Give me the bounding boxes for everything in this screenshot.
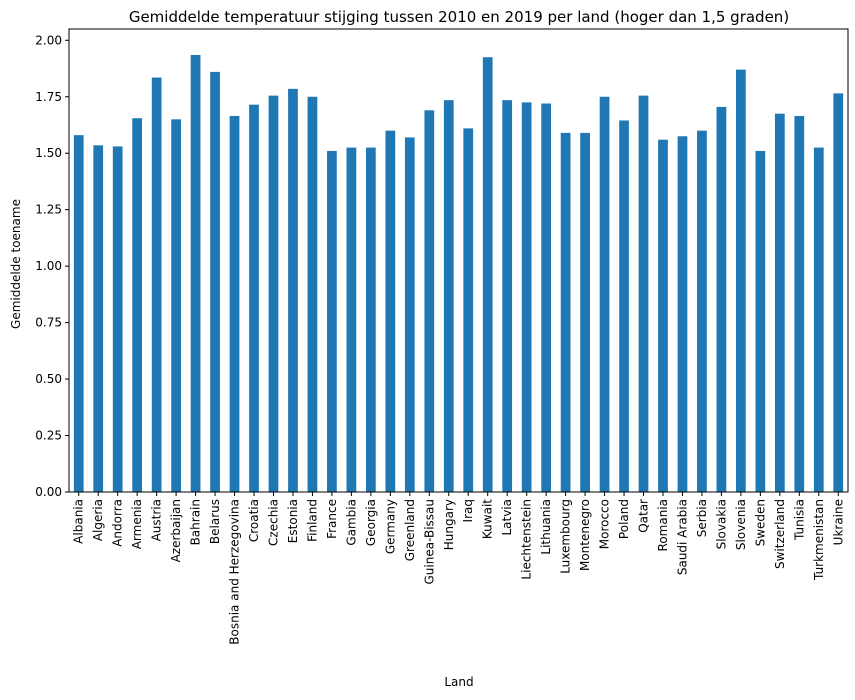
x-tick-label: Croatia <box>247 499 261 542</box>
plot-frame <box>68 28 849 493</box>
bar-estonia <box>288 88 298 492</box>
x-tick-label: Algeria <box>91 499 105 541</box>
x-tick-label: Serbia <box>695 499 709 537</box>
bar-romania <box>658 139 668 493</box>
x-tick-label: Sweden <box>753 499 767 546</box>
bar-saudi-arabia <box>677 136 688 492</box>
x-tick-label: Armenia <box>130 499 144 549</box>
x-tick-label: Slovenia <box>734 499 748 550</box>
x-tick-label: Albania <box>72 499 86 544</box>
y-tick-label: 0.75 <box>35 316 62 330</box>
x-tick-label: Greenland <box>403 499 417 561</box>
x-axis-label: Land <box>444 675 473 689</box>
bar-azerbaijan <box>171 119 181 492</box>
x-tick-label: Czechia <box>266 499 280 546</box>
bar-slovenia <box>736 69 746 492</box>
x-tick-label: Qatar <box>637 499 651 533</box>
bar-guinea-bissau <box>424 110 435 493</box>
bar-austria <box>151 77 162 492</box>
bar-qatar <box>638 95 649 492</box>
x-tick-label: Morocco <box>598 499 612 549</box>
bar-hungary <box>443 100 454 492</box>
x-tick-label: Saudi Arabia <box>675 499 689 575</box>
x-tick-label: Liechtenstein <box>520 499 534 580</box>
x-tick-label: Turkmenistan <box>812 499 826 581</box>
chart-title: Gemiddelde temperatuur stijging tussen 2… <box>129 8 789 26</box>
y-axis: 0.00 0.25 0.50 0.75 1.00 1.25 1.50 1.75 2.00 <box>35 28 849 499</box>
bar-albania <box>73 135 84 492</box>
bar-bosnia-and-herzegovina <box>229 115 240 492</box>
y-axis-label: Gemiddelde toename <box>9 199 23 329</box>
x-tick-label: Austria <box>150 499 164 541</box>
x-tick-label: Andorra <box>111 499 125 547</box>
x-tick-label: Finland <box>305 499 319 542</box>
y-tick-label: 2.00 <box>35 33 62 47</box>
x-tick-label: France <box>325 499 339 539</box>
bar-iraq <box>463 128 474 492</box>
bar-switzerland <box>774 113 785 492</box>
x-tick-label: Gambia <box>344 499 358 546</box>
x-tick-label: Bahrain <box>189 499 203 545</box>
x-tick-label: Hungary <box>442 499 456 550</box>
x-tick-label: Bosnia and Herzegovina <box>228 499 242 645</box>
bar-belarus <box>210 71 220 492</box>
bar-finland <box>307 96 318 492</box>
bar-croatia <box>249 104 259 492</box>
x-tick-label: Ukraine <box>831 499 845 545</box>
bar-turkmenistan <box>813 147 824 492</box>
bar-gambia <box>346 147 357 492</box>
x-tick-label: Latvia <box>500 499 514 536</box>
x-tick-label: Azerbaijan <box>169 499 183 562</box>
x-tick-label: Belarus <box>208 499 222 544</box>
x-tick-label: Romania <box>656 499 670 551</box>
y-tick-label: 1.00 <box>35 259 62 273</box>
bar-montenegro <box>580 132 590 492</box>
y-tick-label: 1.25 <box>35 203 62 217</box>
bar-tunisia <box>794 115 805 492</box>
y-tick-label: 0.50 <box>35 372 62 386</box>
x-tick-label: Georgia <box>364 499 378 546</box>
y-tick-label: 1.50 <box>35 146 62 160</box>
y-tick-label: 0.00 <box>35 485 62 499</box>
x-tick-label: Montenegro <box>578 499 592 571</box>
y-tick-label: 0.25 <box>35 429 62 443</box>
x-tick-label: Lithuania <box>539 499 553 555</box>
bar-bahrain <box>190 54 201 492</box>
x-tick-label: Luxembourg <box>559 499 573 574</box>
x-tick-label: Slovakia <box>714 499 728 549</box>
x-tick-label: Poland <box>617 499 631 539</box>
x-tick-label: Estonia <box>286 499 300 543</box>
bar-georgia <box>365 147 376 492</box>
bar-greenland <box>404 137 415 492</box>
x-tick-label: Tunisia <box>792 499 806 541</box>
bar-morocco <box>599 96 610 492</box>
bar-luxembourg <box>560 132 571 492</box>
x-tick-label: Iraq <box>461 499 475 522</box>
bar-sweden <box>755 150 766 492</box>
bar-serbia <box>697 130 707 492</box>
bar-latvia <box>502 100 513 492</box>
bar-poland <box>619 120 629 492</box>
x-tick-label: Kuwait <box>481 499 495 539</box>
bar-kuwait <box>482 57 493 492</box>
bar-algeria <box>93 145 104 492</box>
bar-lithuania <box>541 103 552 492</box>
bar-germany <box>385 130 396 492</box>
bars-group <box>73 54 844 493</box>
bar-liechtenstein <box>521 102 532 492</box>
bar-slovakia <box>716 106 727 493</box>
x-tick-label: Germany <box>383 499 397 554</box>
bar-ukraine <box>833 93 844 493</box>
x-tick-label: Guinea-Bissau <box>422 499 436 585</box>
bar-czechia <box>268 95 279 492</box>
bar-france <box>327 150 337 492</box>
x-axis: Albania Algeria Andorra Armenia Austria Azerb… <box>72 492 845 645</box>
y-tick-label: 1.75 <box>35 90 62 104</box>
bar-armenia <box>132 118 143 493</box>
bar-andorra <box>112 146 123 492</box>
x-tick-label: Switzerland <box>773 499 787 569</box>
